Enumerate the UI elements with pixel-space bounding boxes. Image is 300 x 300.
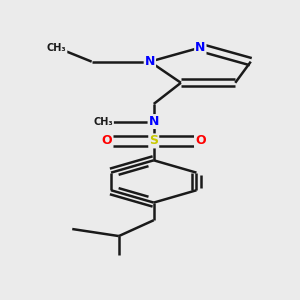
Text: CH₃: CH₃ xyxy=(47,43,67,52)
Text: CH₃: CH₃ xyxy=(94,116,113,127)
Text: O: O xyxy=(102,134,112,147)
Text: N: N xyxy=(195,41,206,54)
Text: N: N xyxy=(145,55,155,68)
Text: O: O xyxy=(195,134,206,147)
Text: S: S xyxy=(149,134,158,147)
Text: N: N xyxy=(148,115,159,128)
